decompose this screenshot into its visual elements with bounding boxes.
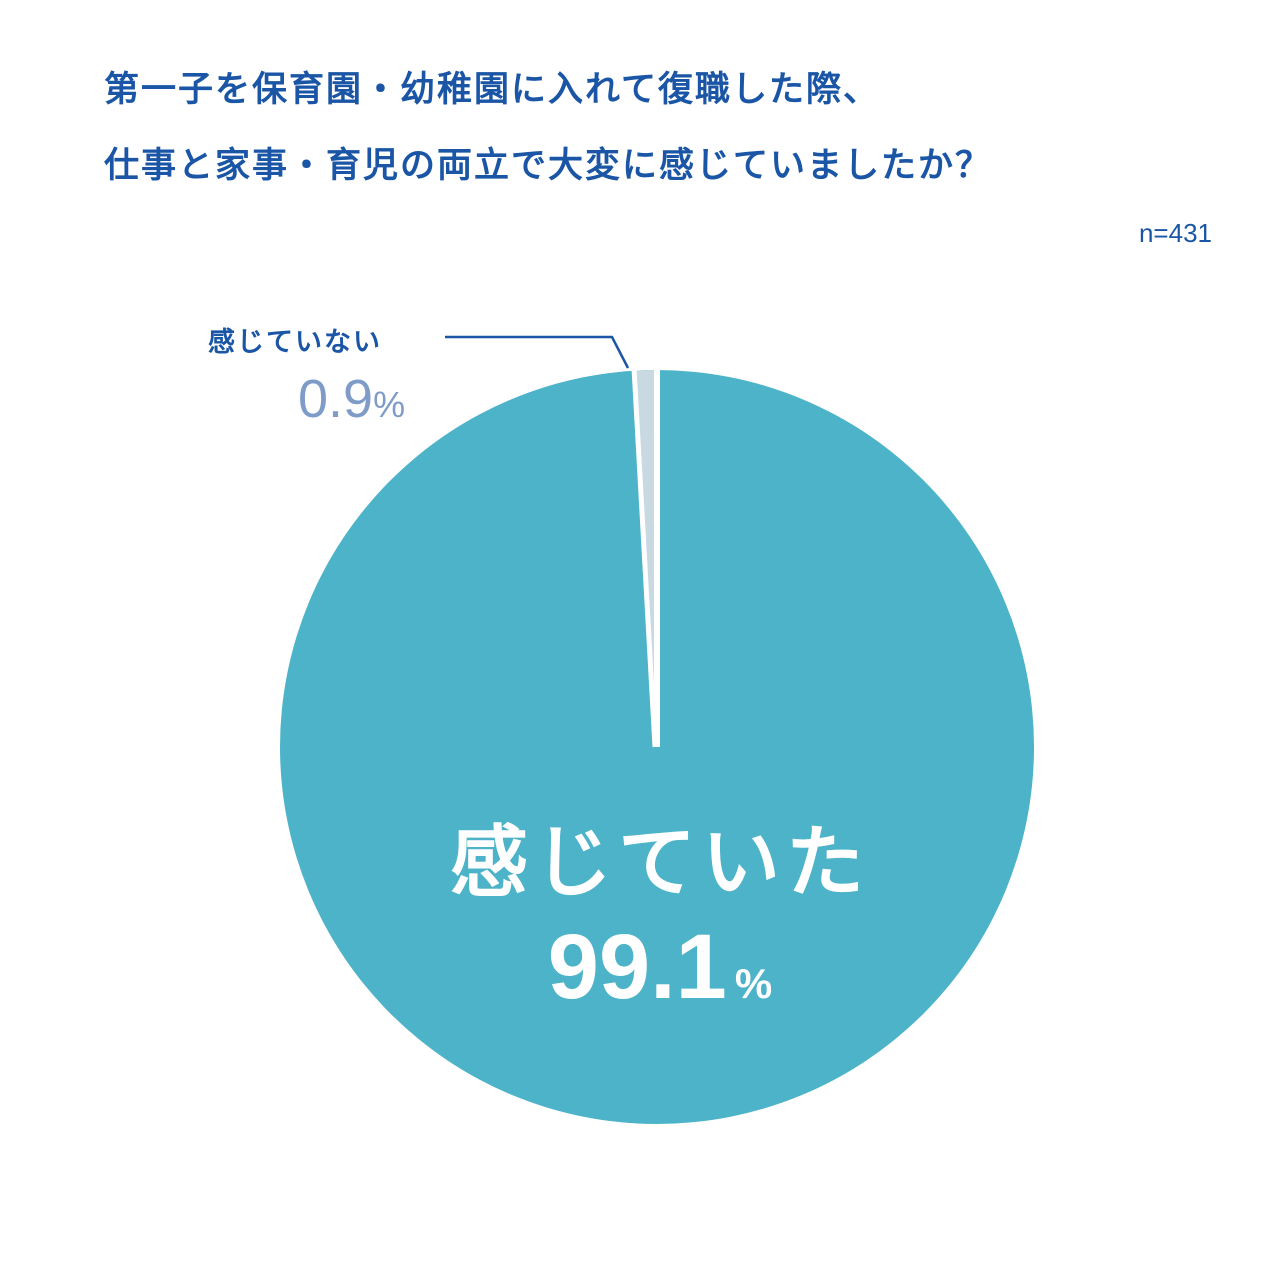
value-not-felt-number: 0.9 (298, 369, 374, 429)
label-felt: 感じていた (449, 818, 870, 908)
chart-title-line-1: 第一子を保育園・幼稚園に入れて復職した際、 (104, 70, 880, 110)
leader-line (445, 335, 630, 369)
value-felt-number: 99.1 (547, 916, 727, 1018)
value-not-felt: 0.9% (298, 368, 405, 430)
chart-title: 第一子を保育園・幼稚園に入れて復職した際、 仕事と家事・育児の両立で大変に感じて… (104, 52, 992, 204)
label-not-felt: 感じていない (208, 327, 382, 358)
value-felt: 99.1% (440, 915, 880, 1020)
value-felt-unit: % (734, 960, 773, 1007)
value-not-felt-unit: % (373, 384, 406, 425)
chart-title-line-2: 仕事と家事・育児の両立で大変に感じていましたか？ (104, 146, 993, 186)
sample-size-label: n=431 (1138, 218, 1212, 248)
slice-separator-left (631, 367, 658, 748)
